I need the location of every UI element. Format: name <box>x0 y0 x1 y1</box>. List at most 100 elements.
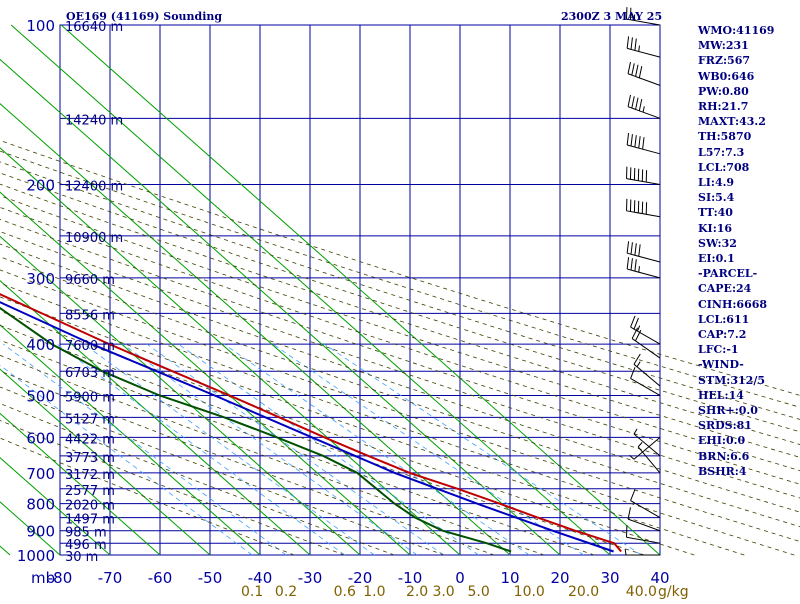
barb-flag <box>631 489 635 500</box>
index-line: BRN:6.6 <box>698 449 774 464</box>
height-label: 3172 m <box>65 468 115 483</box>
barb-flag <box>631 316 635 327</box>
mixing-ratio-unit: g/kg <box>658 584 689 600</box>
height-label: 2577 m <box>65 484 115 499</box>
barb-flag <box>632 96 634 108</box>
isotherm-line <box>0 25 410 555</box>
index-line: STM:312/5 <box>698 373 774 388</box>
index-line: -WIND- <box>698 357 774 372</box>
mixing-ratio-label: 3.0 <box>432 584 454 600</box>
barb-flag <box>627 36 628 48</box>
barb-flag <box>634 318 638 329</box>
barb-half <box>634 429 637 434</box>
height-label: 8556 m <box>65 308 115 323</box>
mixing-ratio-label: 1.0 <box>363 584 385 600</box>
valid-time: 2300Z 3 MAY 25 <box>561 10 662 23</box>
mixing-ratio-line <box>84 344 374 555</box>
wind-barb <box>631 316 660 344</box>
wind-barb <box>627 167 660 185</box>
index-line: SHR+:0.0 <box>698 403 774 418</box>
index-line: EHI:0.0 <box>698 433 774 448</box>
barb-shaft <box>627 48 660 57</box>
pressure-tick-label: 700 <box>26 465 55 483</box>
height-label: 9660 m <box>65 273 115 288</box>
index-line: MW:231 <box>698 38 774 53</box>
barb-shaft <box>631 378 660 395</box>
barb-shaft <box>627 179 660 185</box>
barb-flag <box>635 135 636 147</box>
index-line: SW:32 <box>698 236 774 251</box>
index-line: CINH:6668 <box>698 297 774 312</box>
barb-shaft <box>627 211 660 217</box>
barb-flag <box>627 241 628 253</box>
barb-flag <box>635 259 636 271</box>
temp-tick-label: -80 <box>48 569 73 587</box>
wind-barb <box>628 507 660 530</box>
barb-flag <box>627 257 628 269</box>
index-line: TT:40 <box>698 205 774 220</box>
barb-flag <box>628 62 630 74</box>
index-line: HEL:14 <box>698 388 774 403</box>
barb-flag <box>631 242 632 254</box>
mixing-ratio-label: 5.0 <box>467 584 489 600</box>
height-label: 3773 m <box>65 451 115 466</box>
barb-half <box>637 362 640 367</box>
temp-tick-label: 30 <box>600 569 619 587</box>
index-line: -PARCEL- <box>698 266 774 281</box>
wind-barb <box>634 429 660 456</box>
index-line: KI:16 <box>698 221 774 236</box>
mixing-ratio-label: 0.6 <box>334 584 356 600</box>
barb-flag <box>635 243 636 255</box>
index-line: MAXT:43.2 <box>698 114 774 129</box>
temp-tick-label: 20 <box>550 569 569 587</box>
temp-tick-label: -60 <box>148 569 173 587</box>
barb-flag <box>631 258 632 270</box>
wind-barb <box>627 36 660 57</box>
barb-shaft <box>627 145 660 154</box>
index-line: SI:5.4 <box>698 190 774 205</box>
index-line: SRDS:81 <box>698 418 774 433</box>
pressure-tick-label: 800 <box>26 496 55 514</box>
index-line: L57:7.3 <box>698 145 774 160</box>
wind-barb <box>628 62 660 85</box>
mixing-ratio-label: 0.1 <box>241 584 263 600</box>
barb-shaft <box>628 519 660 531</box>
temp-tick-label: -30 <box>298 569 323 587</box>
index-line: LCL:611 <box>698 312 774 327</box>
mixing-ratio-label: 2.0 <box>406 584 428 600</box>
station-title: OE169 (41169) Sounding <box>66 10 222 23</box>
barb-flag <box>631 37 632 49</box>
pressure-tick-label: 1000 <box>17 547 55 565</box>
mixing-ratio-label: 40.0 <box>626 584 657 600</box>
height-label: 6703 m <box>65 366 115 381</box>
barb-flag <box>627 133 628 145</box>
barb-flag <box>643 137 644 149</box>
barb-flag <box>632 63 634 75</box>
wind-barb <box>632 328 660 358</box>
temp-tick-label: -70 <box>98 569 123 587</box>
height-label: 14240 m <box>65 113 123 128</box>
pressure-tick-label: 600 <box>26 429 55 447</box>
height-label: 2020 m <box>65 499 115 514</box>
pressure-tick-label: 200 <box>26 177 55 195</box>
mixing-ratio-label: 10.0 <box>514 584 545 600</box>
index-line: WMO:41169 <box>698 23 774 38</box>
pressure-tick-label: 300 <box>26 270 55 288</box>
wind-barb <box>627 525 660 543</box>
height-label: 30 m <box>65 550 98 565</box>
dry-adiabat <box>0 25 794 555</box>
index-line: CAPE:24 <box>698 281 774 296</box>
index-line: BSHR:4 <box>698 464 774 479</box>
index-line: EI:0.1 <box>698 251 774 266</box>
wind-barb <box>628 95 660 118</box>
pressure-tick-label: 100 <box>26 17 55 35</box>
wind-barb <box>627 199 660 217</box>
mixing-ratio-label: 0.2 <box>275 584 297 600</box>
index-line: LFC:-1 <box>698 342 774 357</box>
index-line: PW:0.80 <box>698 84 774 99</box>
wind-barb <box>627 133 660 154</box>
barb-half <box>643 106 644 112</box>
index-line: FRZ:567 <box>698 53 774 68</box>
